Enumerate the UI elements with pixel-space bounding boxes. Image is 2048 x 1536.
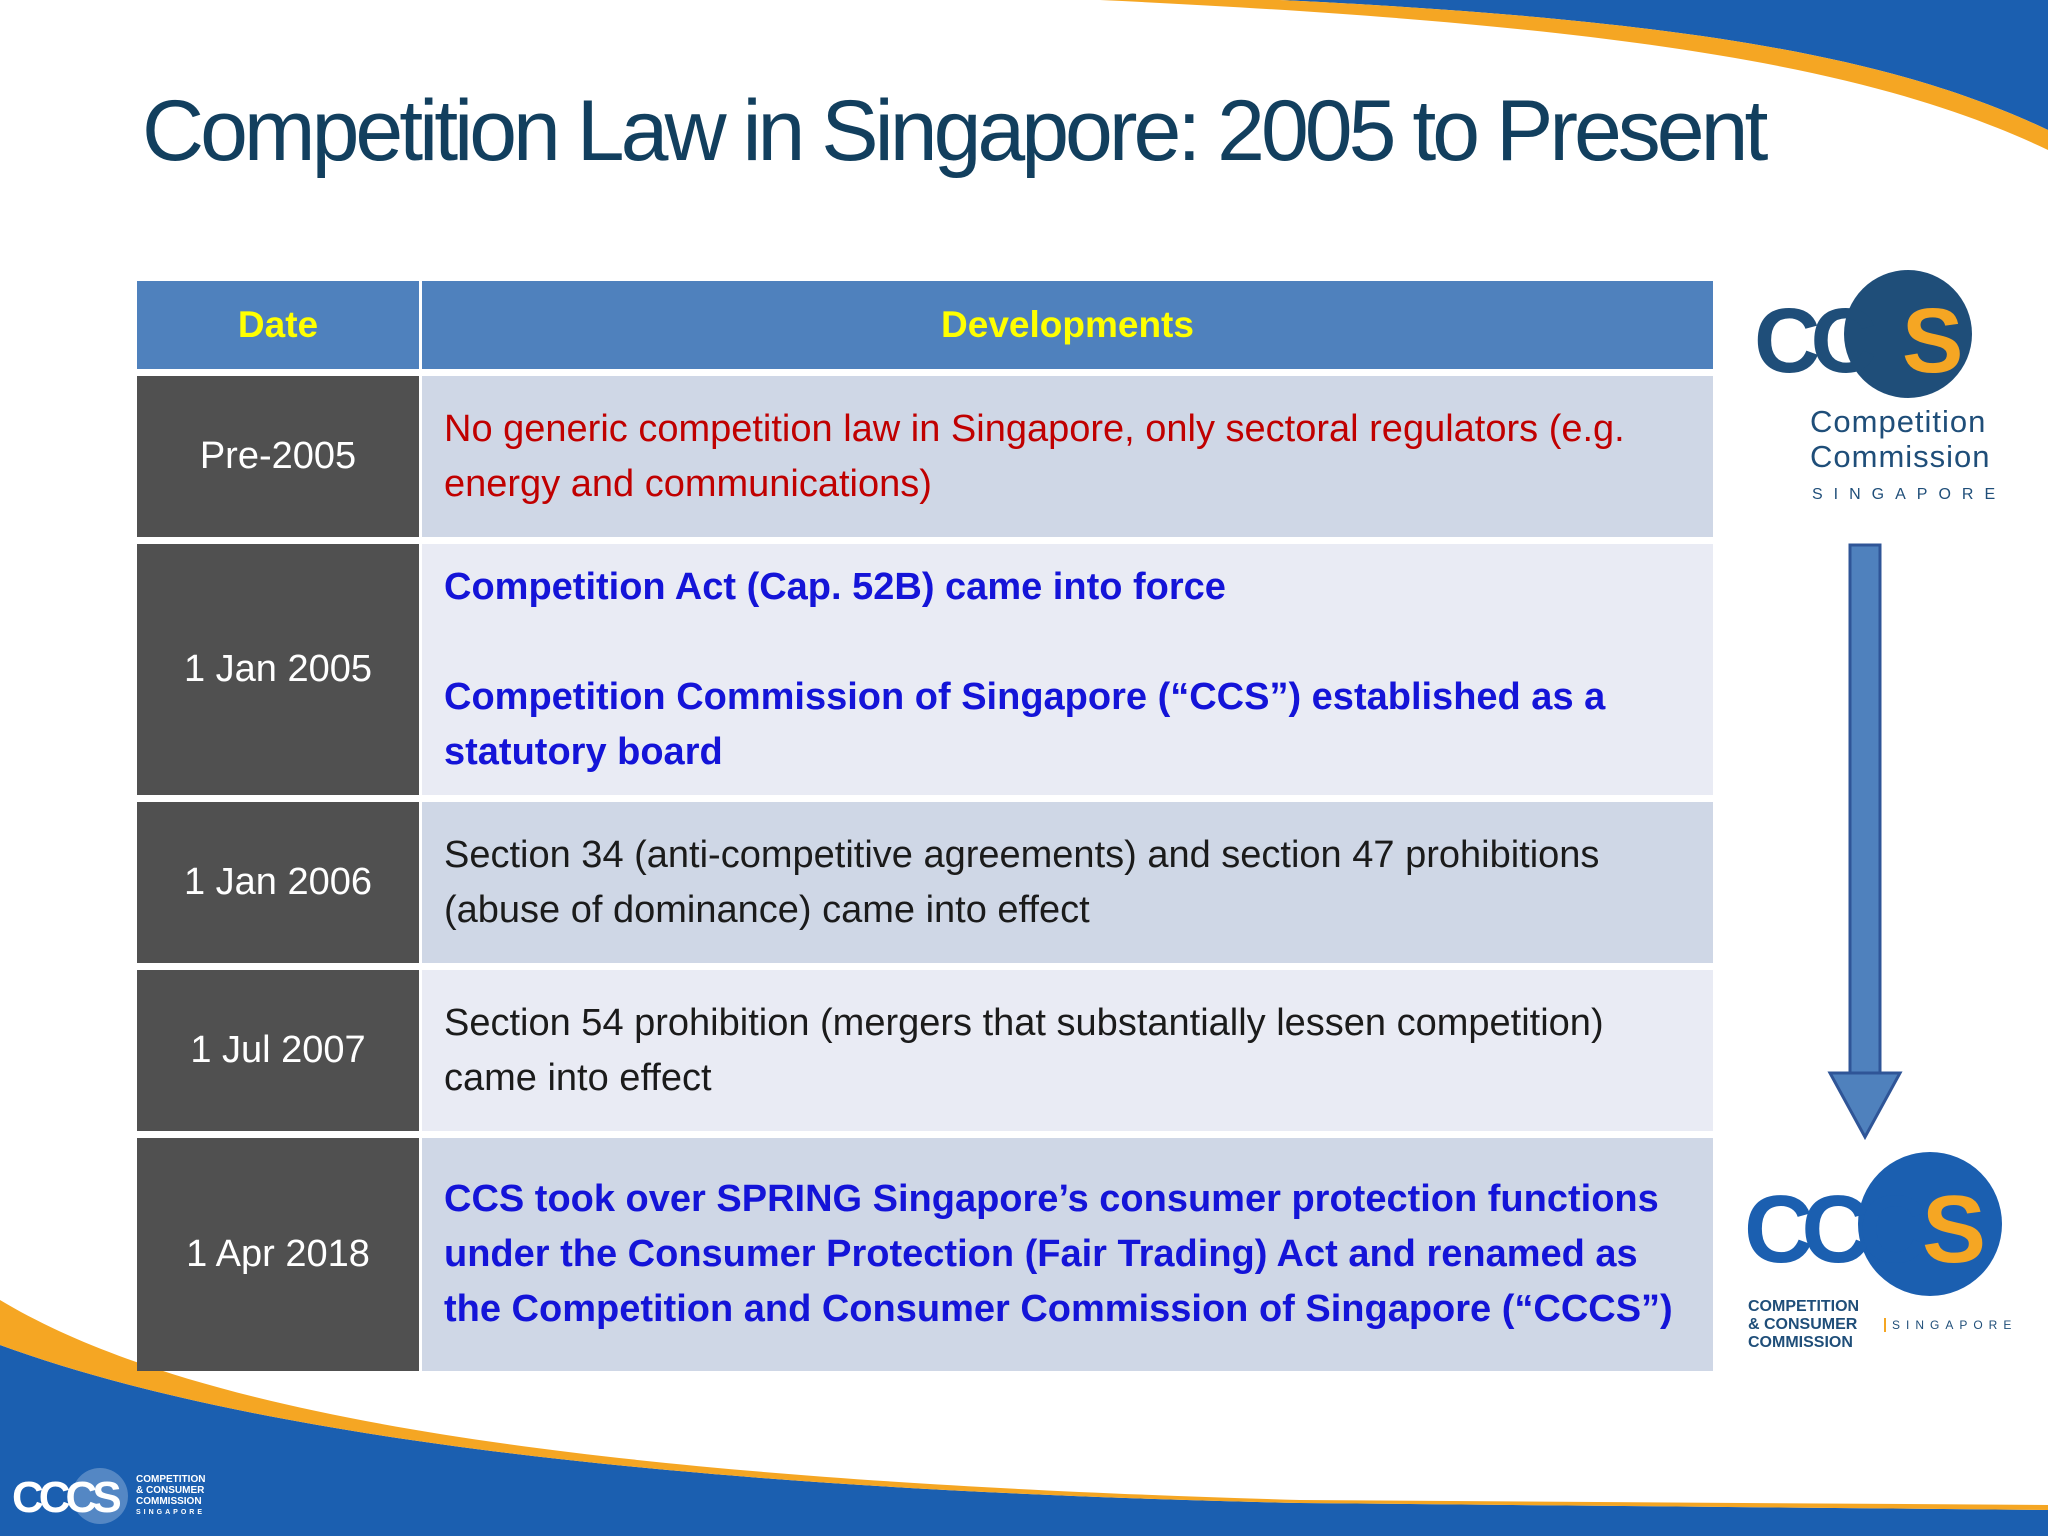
footer-logo-sub1: COMPETITION: [136, 1474, 206, 1485]
ccs-logo-line2: Commission: [1810, 439, 1991, 474]
cccs-logo-subtitle: COMPETITION & CONSUMER COMMISSION: [1748, 1298, 1859, 1352]
development-text: No generic competition law in Singapore,…: [444, 407, 1625, 505]
footer-logo-mark: CCCS: [12, 1468, 128, 1524]
table-header-row: Date Developments: [137, 281, 1713, 369]
date-cell: 1 Jul 2007: [137, 970, 422, 1131]
development-cell: Section 54 prohibition (mergers that sub…: [422, 970, 1713, 1131]
ccs-logo: CC S Competition Commission SINGAPORE: [1750, 270, 2010, 520]
development-text: Section 54 prohibition (mergers that sub…: [444, 1001, 1604, 1099]
table-row: Pre-2005 No generic competition law in S…: [137, 376, 1713, 537]
development-cell: Competition Act (Cap. 52B) came into for…: [422, 544, 1713, 795]
footer-logo-country: SINGAPORE: [136, 1509, 206, 1516]
footer-logo: CCCS COMPETITION & CONSUMER COMMISSION S…: [12, 1466, 222, 1526]
paragraph-spacer: [444, 615, 1693, 670]
ccs-logo-mark: CC S: [1754, 270, 1972, 398]
table-row: 1 Jan 2006 Section 34 (anti-competitive …: [137, 802, 1713, 963]
svg-text:CCCS: CCCS: [12, 1473, 120, 1522]
cccs-logo-sub1: COMPETITION: [1748, 1298, 1860, 1315]
date-column-header: Date: [137, 281, 422, 369]
development-cell: No generic competition law in Singapore,…: [422, 376, 1713, 537]
footer-logo-subtitle: COMPETITION & CONSUMER COMMISSION SINGAP…: [136, 1474, 205, 1518]
cccs-logo-country: SINGAPORE: [1884, 1318, 2017, 1332]
ccs-logo-country: SINGAPORE: [1812, 486, 2007, 503]
footer-logo-sub3: COMMISSION: [136, 1496, 202, 1507]
svg-text:CCC: CCC: [1744, 1176, 1926, 1283]
table-row: 1 Jan 2005 Competition Act (Cap. 52B) ca…: [137, 544, 1713, 795]
date-cell: 1 Jan 2005: [137, 544, 422, 795]
developments-column-header: Developments: [422, 281, 1713, 369]
date-cell: 1 Jan 2006: [137, 802, 422, 963]
cccs-logo-sub2: & CONSUMER: [1748, 1316, 1858, 1333]
developments-table: Date Developments Pre-2005 No generic co…: [137, 274, 1713, 1378]
table-row: 1 Jul 2007 Section 54 prohibition (merge…: [137, 970, 1713, 1131]
ccs-logo-line1: Competition: [1810, 404, 1987, 439]
cccs-logo: CCC S COMPETITION & CONSUMER COMMISSION …: [1744, 1152, 2014, 1362]
footer-logo-sub2: & CONSUMER: [136, 1485, 205, 1496]
svg-text:CC: CC: [1754, 290, 1874, 392]
development-text: Competition Commission of Singapore (“CC…: [444, 675, 1606, 773]
development-cell: Section 34 (anti-competitive agreements)…: [422, 802, 1713, 963]
table-row: 1 Apr 2018 CCS took over SPRING Singapor…: [137, 1138, 1713, 1371]
cccs-logo-sub3: COMMISSION: [1748, 1334, 1853, 1351]
development-text: Section 34 (anti-competitive agreements)…: [444, 833, 1600, 931]
development-text: Competition Act (Cap. 52B) came into for…: [444, 565, 1226, 608]
svg-text:S: S: [1902, 290, 1963, 392]
date-cell: 1 Apr 2018: [137, 1138, 422, 1371]
development-cell: CCS took over SPRING Singapore’s consume…: [422, 1138, 1713, 1371]
development-text: CCS took over SPRING Singapore’s consume…: [444, 1178, 1673, 1330]
arrow-down-icon: [1827, 543, 1903, 1141]
svg-text:S: S: [1922, 1176, 1986, 1283]
cccs-logo-mark: CCC S: [1744, 1152, 2002, 1296]
date-cell: Pre-2005: [137, 376, 422, 537]
slide-title: Competition Law in Singapore: 2005 to Pr…: [142, 83, 1768, 179]
